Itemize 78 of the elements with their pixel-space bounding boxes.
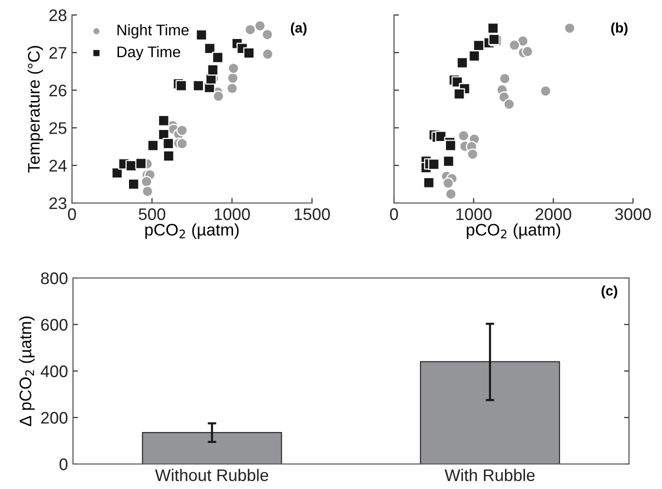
- point: [176, 138, 188, 150]
- x-tick-label: 0: [68, 208, 76, 220]
- point: [454, 88, 465, 100]
- x-tick-label: 1000: [214, 208, 250, 220]
- point: [458, 130, 470, 142]
- point: [176, 124, 188, 136]
- point: [135, 158, 147, 170]
- annotation: (b): [611, 22, 628, 36]
- y-tick-label: 28: [49, 9, 66, 22]
- point: [111, 167, 123, 179]
- point: [162, 138, 174, 150]
- point: [147, 140, 159, 152]
- point: [196, 29, 208, 41]
- point: [243, 47, 255, 59]
- point: [212, 90, 224, 102]
- point: [204, 42, 216, 54]
- x-tick-label: 1500: [294, 208, 330, 220]
- point: [125, 160, 137, 172]
- point: [472, 40, 484, 52]
- point: [262, 28, 274, 40]
- y-axis-title: Δ pCO$_{2}$ (µatm): [19, 316, 35, 426]
- point: [428, 158, 440, 170]
- legend-label: Night Time: [118, 24, 189, 38]
- y-tick-label: 26: [49, 84, 66, 96]
- x-tick-label: With Rubble: [444, 468, 535, 482]
- y-tick-label: 25: [49, 122, 66, 134]
- point: [128, 178, 140, 190]
- point: [140, 176, 152, 188]
- x-tick-label: Without Rubble: [155, 468, 268, 482]
- point: [162, 150, 174, 162]
- point: [442, 177, 454, 189]
- x-tick-label: 500: [138, 208, 166, 220]
- point: [142, 186, 154, 198]
- point: [212, 52, 224, 64]
- y-tick-label: 0: [60, 458, 68, 470]
- x-tick-label: 2000: [536, 208, 572, 220]
- y-tick-label: 400: [40, 365, 68, 378]
- x-tick-label: 3000: [615, 208, 651, 220]
- point: [487, 22, 499, 34]
- y-tick-label: 800: [41, 272, 68, 284]
- y-tick-label: 27: [49, 47, 66, 59]
- point: [254, 20, 266, 32]
- point: [435, 130, 447, 142]
- point: [227, 72, 239, 84]
- point: [466, 148, 478, 160]
- y-tick-label: 200: [41, 412, 68, 424]
- point: [468, 50, 480, 62]
- x-axis-title: pCO$_{2}$ (µatm): [466, 223, 560, 239]
- point: [540, 85, 552, 97]
- y-tick-label: 23: [49, 197, 66, 210]
- point: [228, 62, 240, 74]
- x-axis-title: pCO$_{2}$ (µatm): [145, 223, 239, 239]
- point: [522, 46, 534, 58]
- point: [517, 35, 529, 47]
- point: [503, 98, 515, 110]
- point: [445, 188, 457, 200]
- x-tick-label: 1000: [456, 208, 492, 220]
- point: [444, 140, 456, 152]
- y-tick-label: 600: [41, 318, 68, 331]
- point: [423, 176, 435, 188]
- point: [192, 80, 204, 92]
- point: [499, 72, 510, 84]
- point: [456, 57, 468, 68]
- y-tick-label: 24: [49, 160, 67, 172]
- point: [176, 80, 187, 92]
- annotation: (c): [602, 285, 618, 298]
- x-tick-label: 0: [390, 208, 398, 220]
- y-axis-title: Temperature (°C): [28, 46, 44, 173]
- legend-label: Day Time: [118, 46, 180, 60]
- point: [158, 114, 170, 126]
- point: [442, 156, 454, 167]
- annotation: (a): [290, 22, 307, 36]
- point: [564, 22, 576, 34]
- point: [226, 82, 238, 94]
- point: [244, 24, 256, 36]
- point: [508, 39, 520, 51]
- point: [262, 48, 274, 60]
- point: [207, 64, 219, 76]
